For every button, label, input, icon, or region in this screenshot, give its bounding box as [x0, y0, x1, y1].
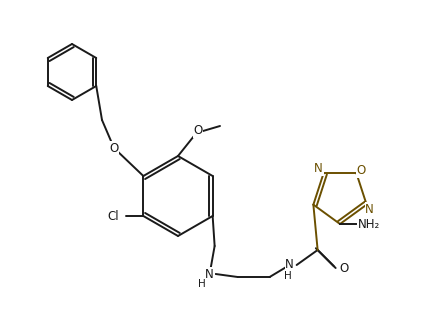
Text: H: H — [284, 271, 292, 281]
Text: H: H — [198, 279, 206, 289]
Text: O: O — [109, 142, 119, 154]
Text: O: O — [357, 164, 366, 177]
Text: Cl: Cl — [108, 210, 119, 222]
Text: N: N — [285, 258, 294, 272]
Text: N: N — [314, 162, 323, 175]
Text: N: N — [205, 268, 214, 280]
Text: O: O — [194, 124, 203, 138]
Text: NH₂: NH₂ — [358, 217, 380, 230]
Text: N: N — [365, 203, 374, 216]
Text: O: O — [339, 261, 348, 275]
